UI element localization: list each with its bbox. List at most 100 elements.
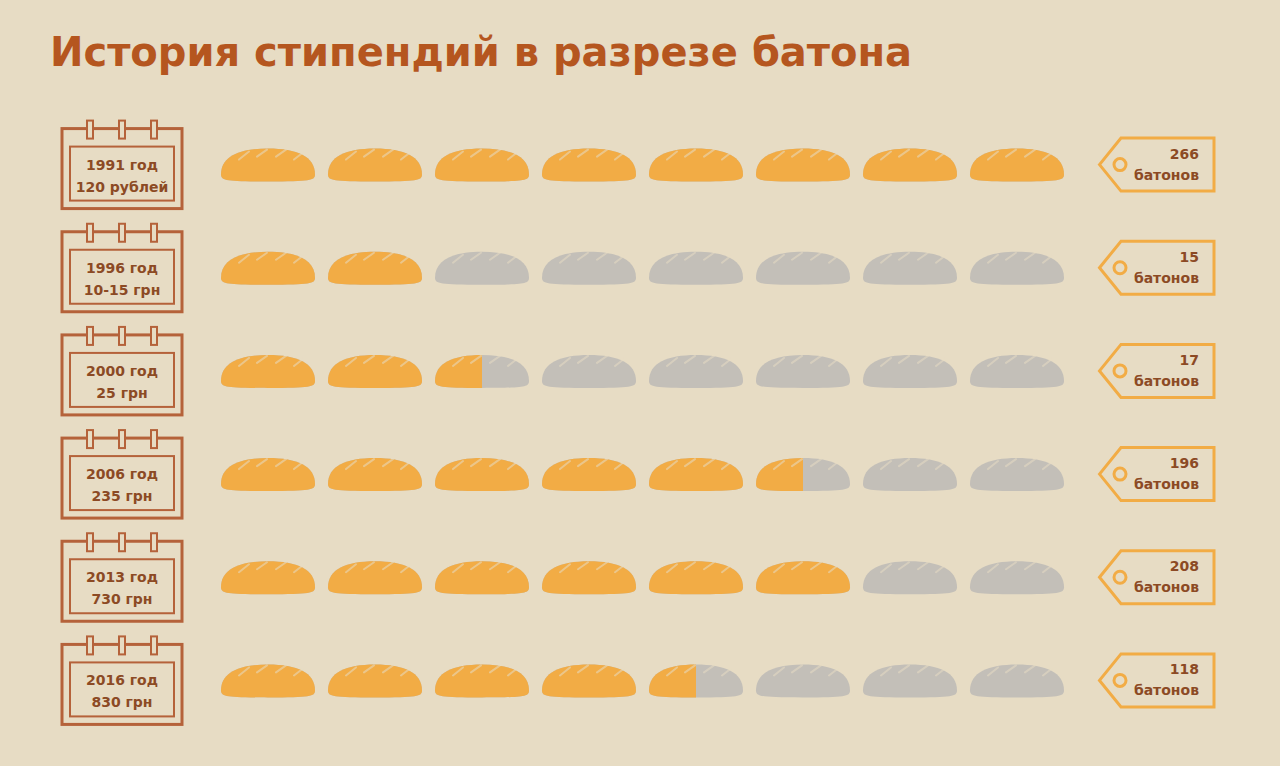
loaf-cut — [704, 356, 714, 363]
background — [0, 0, 1280, 766]
loaf-filled-body — [756, 561, 850, 594]
tag-hole — [1114, 571, 1126, 583]
loaf-empty-body — [542, 458, 636, 491]
loaf-cut — [401, 153, 410, 160]
loaf-filled-body — [435, 664, 529, 697]
loaf-cut — [615, 668, 624, 675]
loaf-cut — [615, 462, 624, 469]
loaf-filled-body — [328, 561, 422, 594]
loaf-empty-body — [328, 252, 422, 285]
loaf — [435, 252, 529, 285]
calendar-icon: 2016 год830 грн — [62, 636, 182, 724]
loaf-empty — [970, 149, 1064, 182]
loaf-cut — [257, 150, 267, 157]
loaf-cut — [1025, 253, 1035, 260]
loaf-filled — [756, 458, 803, 491]
loaf — [970, 149, 1064, 182]
loaf-empty-body — [542, 252, 636, 285]
loaf-empty — [542, 355, 636, 388]
loaf-cut — [792, 459, 802, 466]
loaf — [649, 664, 743, 697]
loaf-cut — [918, 665, 928, 672]
loaf-cut — [774, 152, 784, 160]
loaf-filled-body — [328, 149, 422, 182]
loaf — [649, 458, 743, 491]
loaf-cut — [346, 461, 356, 469]
loaf-filled-body — [221, 664, 315, 697]
loaf — [970, 458, 1064, 491]
loaf-filled-body — [863, 149, 957, 182]
loaf-empty-body — [863, 252, 957, 285]
loaf-empty-body — [542, 664, 636, 697]
loaf-cut — [383, 665, 393, 672]
loaf-empty — [863, 664, 957, 697]
calendar-ring — [119, 430, 125, 448]
loaf — [221, 561, 315, 594]
loaf-cut — [453, 358, 463, 366]
loaf-cut — [685, 150, 695, 157]
calendar-frame — [62, 335, 182, 415]
calendar-ring — [87, 533, 93, 551]
loaf-filled-body — [649, 149, 743, 182]
loaf-cut — [560, 255, 570, 263]
loaf — [863, 252, 957, 285]
loaf-cut — [364, 253, 374, 260]
value-tag: 118батонов — [1100, 654, 1215, 707]
loaf — [435, 458, 529, 491]
loaf-cut — [1006, 665, 1016, 672]
loaf-cut — [774, 461, 784, 469]
loaf-empty — [756, 561, 850, 594]
loaf-cut — [453, 152, 463, 160]
tag-hole — [1114, 262, 1126, 274]
loaf-filled — [328, 149, 422, 182]
loaf-filled — [542, 149, 636, 182]
loaf-cut — [988, 667, 998, 675]
loaf-cut — [811, 253, 821, 260]
row-year: 2006 год — [86, 466, 158, 482]
loaf-empty — [328, 355, 422, 388]
loaf-empty — [756, 149, 850, 182]
row-year: 2013 год — [86, 569, 158, 585]
chart-root: История стипендий в разрезе батона1991 г… — [0, 0, 1280, 766]
loaf-empty — [542, 149, 636, 182]
calendar-frame — [62, 541, 182, 621]
loaf — [221, 252, 315, 285]
loaf-cut — [276, 459, 286, 466]
loaf-filled-body — [221, 561, 315, 594]
tag-outline — [1100, 344, 1215, 397]
loaf-empty-body — [435, 458, 529, 491]
loaf-cut — [722, 565, 731, 572]
loaf-empty — [756, 664, 850, 697]
calendar-icon: 1996 год10-15 грн — [62, 224, 182, 312]
loaf-cut — [453, 667, 463, 675]
loaf-cut — [508, 256, 517, 263]
row-stipend: 10-15 грн — [84, 282, 161, 298]
loaf-empty — [542, 561, 636, 594]
loaf-cut — [490, 665, 500, 672]
calendar-frame — [62, 644, 182, 724]
loaf-cut — [722, 153, 731, 160]
calendar-inner — [70, 250, 174, 304]
loaf-empty-body — [435, 561, 529, 594]
loaf-cut — [239, 564, 249, 572]
loaf-empty-body — [542, 561, 636, 594]
loaf-empty-body — [435, 149, 529, 182]
loaf-empty-body — [970, 149, 1064, 182]
row-year: 2016 год — [86, 672, 158, 688]
loaf-cut — [383, 459, 393, 466]
tag-outline — [1100, 551, 1215, 604]
calendar-ring — [119, 327, 125, 345]
loaf-empty — [435, 458, 529, 491]
loaf-cut — [383, 150, 393, 157]
calendar-ring — [119, 636, 125, 654]
loaf-empty-body — [221, 458, 315, 491]
loaf-cut — [918, 562, 928, 569]
loaf — [221, 149, 315, 182]
loaf-empty — [970, 664, 1064, 697]
loaf-filled — [221, 458, 315, 491]
loaf-filled-body — [542, 458, 636, 491]
loaf-filled — [970, 149, 1064, 182]
loaf-cut — [257, 459, 267, 466]
loaf-cut — [383, 562, 393, 569]
loaf-cut — [508, 359, 517, 366]
